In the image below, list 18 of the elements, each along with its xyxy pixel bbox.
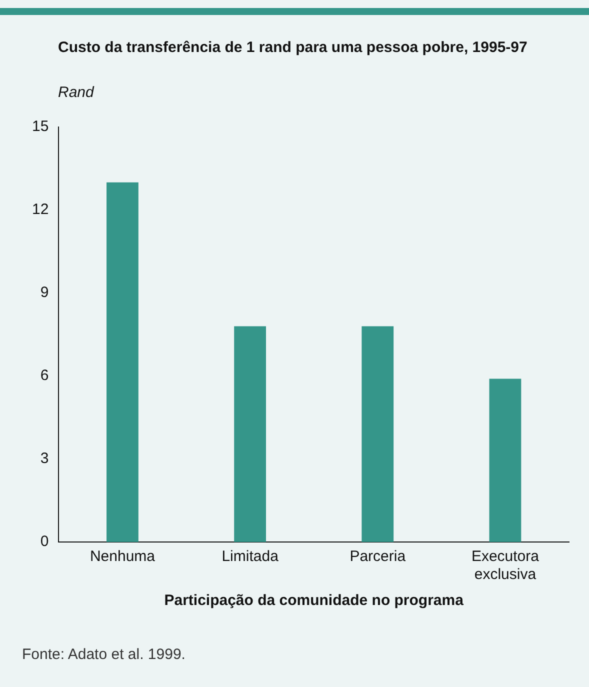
y-tick-label: 6 [40, 367, 49, 384]
x-axis-title: Participação da comunidade no programa [164, 592, 464, 610]
y-tick-label: 15 [32, 118, 49, 136]
y-tick-label: 3 [40, 450, 49, 468]
y-tick-label: 12 [32, 201, 49, 218]
x-tick-label: Nenhuma [90, 548, 156, 566]
y-tick-label: 0 [40, 533, 49, 550]
x-tick-label: Limitada [222, 548, 280, 566]
bar [489, 378, 522, 542]
y-tick-label: 9 [40, 284, 49, 302]
chart-subtitle: Rand [58, 84, 94, 101]
chart-title: Custo da transferência de 1 rand para uma pessoa pobre, 1995-97 [58, 38, 528, 58]
source-note: Fonte: Adato et al. 1999. [22, 646, 186, 663]
x-tick-label: Parceria [350, 548, 406, 566]
x-tick-label: Executora exclusiva [471, 548, 540, 584]
bar [106, 182, 138, 542]
bar [362, 326, 394, 542]
bar [234, 326, 266, 542]
